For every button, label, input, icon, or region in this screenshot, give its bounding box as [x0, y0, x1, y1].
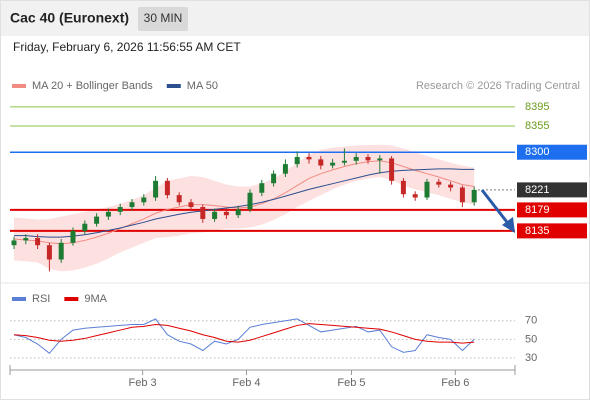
legend-label: MA 20 + Bollinger Bands: [32, 80, 153, 92]
interval: 30 MIN: [144, 11, 183, 25]
candle-body: [188, 202, 194, 208]
level-label: 8221: [525, 184, 549, 196]
projection-arrowhead: [502, 217, 515, 233]
candle-body: [105, 211, 111, 217]
x-tick-label: Feb 3: [129, 377, 157, 389]
candle-body: [424, 181, 430, 198]
legend-swatch: [12, 84, 26, 88]
y-tick-label: 30: [525, 352, 537, 364]
candle-body: [353, 156, 359, 161]
level-box: [517, 144, 587, 160]
level-label: 8395: [525, 101, 549, 113]
level-label: 8135: [525, 225, 549, 237]
candle-body: [459, 187, 465, 203]
candle-body: [117, 207, 123, 212]
candle-body: [306, 156, 312, 160]
interval-badge: [138, 7, 188, 31]
candle-body: [176, 195, 182, 203]
level-box: [517, 202, 587, 218]
candle-body: [200, 207, 206, 219]
candle-body: [448, 184, 454, 188]
ma20-line: [13, 160, 475, 245]
level-label: 8300: [525, 146, 549, 158]
legend-swatch: [12, 297, 26, 301]
candle-body: [23, 238, 29, 241]
x-tick-label: Feb 6: [441, 377, 469, 389]
candle-body: [400, 180, 406, 195]
candle-body: [46, 245, 52, 260]
candle-body: [164, 180, 170, 196]
header-bar: [0, 0, 590, 36]
candle-body: [318, 159, 324, 166]
candle-body: [212, 211, 218, 219]
candle-body: [223, 211, 229, 216]
candle-body: [235, 209, 241, 216]
candle-body: [377, 158, 383, 161]
candle-body: [259, 183, 265, 193]
candle-body: [94, 216, 100, 224]
ma50-line: [14, 168, 475, 238]
candle-body: [412, 194, 418, 198]
legend-label: 9MA: [84, 293, 107, 305]
candle-body: [58, 242, 64, 260]
legend-swatch: [64, 297, 79, 301]
candle-body: [153, 180, 159, 198]
series-line: [13, 323, 475, 344]
y-tick-label: 50: [525, 333, 537, 345]
candle-body: [82, 223, 88, 231]
candle-body: [141, 197, 147, 203]
candle-body: [436, 181, 442, 185]
candle-body: [330, 162, 336, 166]
level-box: [517, 223, 587, 239]
legend-label: MA 50: [187, 80, 218, 92]
title: Cac 40 (Euronext): [10, 10, 129, 26]
level-box: [517, 182, 587, 198]
legend-swatch: [166, 84, 181, 88]
level-label: 8355: [525, 120, 549, 132]
timestamp: Friday, February 6, 2026 11:56:55 AM CET: [13, 40, 241, 54]
candle-body: [341, 160, 347, 163]
x-tick-label: Feb 5: [337, 377, 365, 389]
candle-body: [70, 230, 76, 243]
candle-body: [389, 158, 395, 181]
legend-label: RSI: [32, 293, 50, 305]
x-tick-label: Feb 4: [232, 377, 260, 389]
candle-body: [365, 156, 371, 161]
candle-body: [35, 238, 41, 246]
y-tick-label: 70: [525, 315, 537, 327]
candle-body: [471, 189, 477, 203]
candle-body: [282, 164, 288, 174]
candle-body: [129, 202, 135, 208]
level-label: 8179: [525, 204, 549, 216]
projection-arrow: [480, 189, 512, 227]
candle-body: [271, 173, 277, 184]
candle-body: [294, 156, 300, 165]
candle-body: [247, 192, 253, 210]
series-line: [13, 318, 475, 354]
candle-body: [11, 240, 17, 246]
credit: Research © 2026 Trading Central: [416, 80, 580, 92]
